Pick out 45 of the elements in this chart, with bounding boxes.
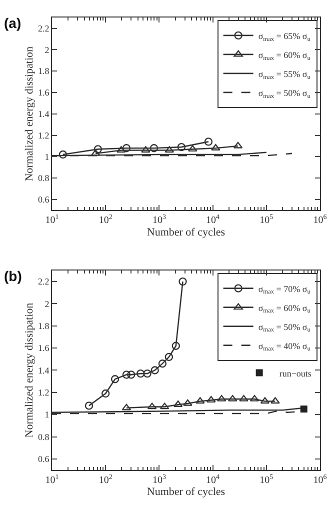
x-tick-label: 10$^{3}$	[152, 472, 166, 486]
y-axis-title: Normalized energy dissipation	[24, 302, 36, 438]
legend-label: σ$_{max}$ = 70% σ$_{u}$	[258, 284, 312, 296]
legend-label: σ$_{max}$ = 50% σ$_{u}$	[258, 322, 312, 334]
y-tick-label: 1.6	[38, 343, 50, 354]
x-tick-label: 10$^{2}$	[98, 472, 113, 486]
legend-label: σ$_{max}$ = 50% σ$_{u}$	[258, 88, 312, 100]
y-tick-label: 2	[44, 298, 50, 309]
x-tick-label: 10$^{3}$	[152, 212, 166, 226]
y-tick-label: 1.6	[38, 88, 50, 98]
y-tick-label: 1.8	[38, 321, 50, 332]
y-tick-label: 2.2	[38, 23, 50, 34]
y-tick-label: 1.4	[38, 365, 50, 376]
y-tick-label: 1.2	[38, 130, 50, 140]
y-tick-label: 0.8	[38, 173, 50, 184]
legend-label: σ$_{max}$ = 40% σ$_{u}$	[258, 340, 312, 353]
x-axis-title: Number of cycles	[146, 486, 226, 498]
legend-label: σ$_{max}$ = 55% σ$_{u}$	[258, 68, 312, 81]
y-tick-label: 1.4	[38, 109, 50, 120]
x-tick-label: 10$^{1}$	[45, 472, 60, 486]
x-tick-label: 10$^{1}$	[45, 212, 60, 226]
x-tick-label: 10$^{6}$	[313, 212, 328, 226]
legend-label: σ$_{max}$ = 65% σ$_{u}$	[258, 30, 312, 43]
y-tick-label: 1	[44, 410, 50, 420]
x-tick-label: 10$^{5}$	[260, 212, 274, 226]
legend-label: σ$_{max}$ = 60% σ$_{u}$	[258, 50, 312, 62]
x-tick-label: 10$^{4}$	[206, 212, 220, 226]
y-tick-label: 2	[44, 44, 50, 55]
y-tick-label: 0.8	[38, 432, 50, 442]
legend-label: σ$_{max}$ = 60% σ$_{u}$	[258, 302, 312, 315]
x-tick-label: 10$^{6}$	[313, 472, 328, 486]
legend-label: run−outs	[279, 368, 312, 378]
y-tick-label: 1.8	[38, 66, 50, 76]
x-tick-label: 10$^{4}$	[206, 472, 220, 486]
y-tick-label: 1	[44, 152, 50, 162]
y-tick-label: 2.2	[38, 276, 50, 287]
y-axis-title: Normalized energy dissipation	[24, 46, 36, 182]
y-tick-label: 0.6	[38, 454, 50, 464]
x-tick-label: 10$^{5}$	[260, 472, 274, 486]
x-tick-label: 10$^{2}$	[98, 212, 113, 226]
y-tick-label: 1.2	[38, 388, 50, 398]
chart-title: (a)	[4, 15, 22, 31]
x-axis-title: Number of cycles	[146, 226, 226, 238]
y-tick-label: 0.6	[38, 194, 50, 205]
chart-title: (b)	[4, 268, 22, 284]
